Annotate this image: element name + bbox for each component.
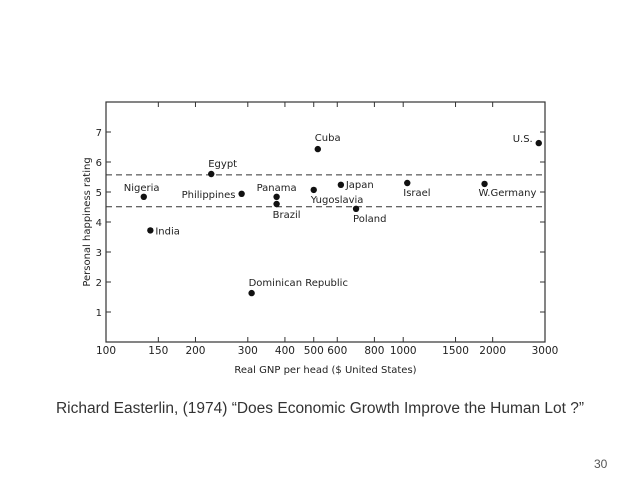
point-label: Yugoslavia [310, 195, 364, 206]
data-point [310, 186, 317, 194]
x-tick-label: 2000 [479, 345, 506, 357]
data-point [352, 205, 360, 212]
data-point [208, 170, 215, 178]
data-point [248, 289, 255, 297]
slide-caption: Richard Easterlin, (1974) “Does Economic… [55, 400, 585, 417]
x-tick-label: 100 [96, 345, 116, 357]
x-tick-label: 400 [275, 345, 295, 357]
x-tick-label: 300 [238, 345, 258, 357]
x-tick-label: 150 [148, 345, 168, 357]
point-label: Israel [403, 188, 430, 199]
slide-number: 30 [594, 457, 608, 471]
point-label: Philippines [182, 190, 236, 201]
x-axis-label: Real GNP per head ($ United States) [234, 365, 416, 376]
y-tick-label: 4 [96, 218, 102, 229]
data-point [337, 181, 345, 188]
y-tick-label: 6 [96, 158, 102, 169]
x-tick-label: 1000 [390, 345, 417, 357]
x-tick-label: 3000 [532, 345, 559, 357]
x-tick-label: 500 [304, 345, 324, 357]
x-tick-label: 600 [327, 345, 347, 357]
point-label: U.S. [513, 134, 533, 145]
data-point [140, 193, 147, 200]
x-tick-label: 800 [364, 345, 384, 357]
point-label: Brazil [273, 210, 301, 221]
data-point [147, 227, 154, 234]
data-point [314, 145, 321, 153]
point-label: Dominican Republic [249, 278, 348, 289]
y-tick-label: 3 [96, 248, 102, 259]
data-point [273, 200, 280, 208]
y-tick-label: 7 [96, 128, 102, 139]
point-label: Cuba [315, 133, 341, 144]
data-point [238, 190, 245, 197]
point-label: Poland [353, 214, 386, 225]
scatter-chart: 100 150 200 300 400 500 600 800 1000 1500 2000 3000… [82, 101, 559, 376]
point-label: India [155, 226, 180, 237]
point-label: Egypt [208, 159, 237, 170]
data-point [481, 180, 488, 188]
point-label: Panama [257, 183, 297, 194]
point-label: Nigeria [124, 183, 160, 194]
x-tick-label: 200 [185, 345, 205, 357]
data-point [273, 193, 280, 200]
y-tick-label: 2 [96, 278, 102, 289]
x-tick-label: 1500 [442, 345, 469, 357]
y-tick-label: 5 [96, 188, 102, 199]
y-axis-label: Personal happiness rating [82, 157, 93, 286]
point-label: W.Germany [479, 188, 537, 199]
data-point [535, 139, 542, 147]
data-point [404, 179, 411, 187]
y-tick-label: 1 [96, 308, 102, 319]
point-label: Japan [345, 180, 374, 191]
